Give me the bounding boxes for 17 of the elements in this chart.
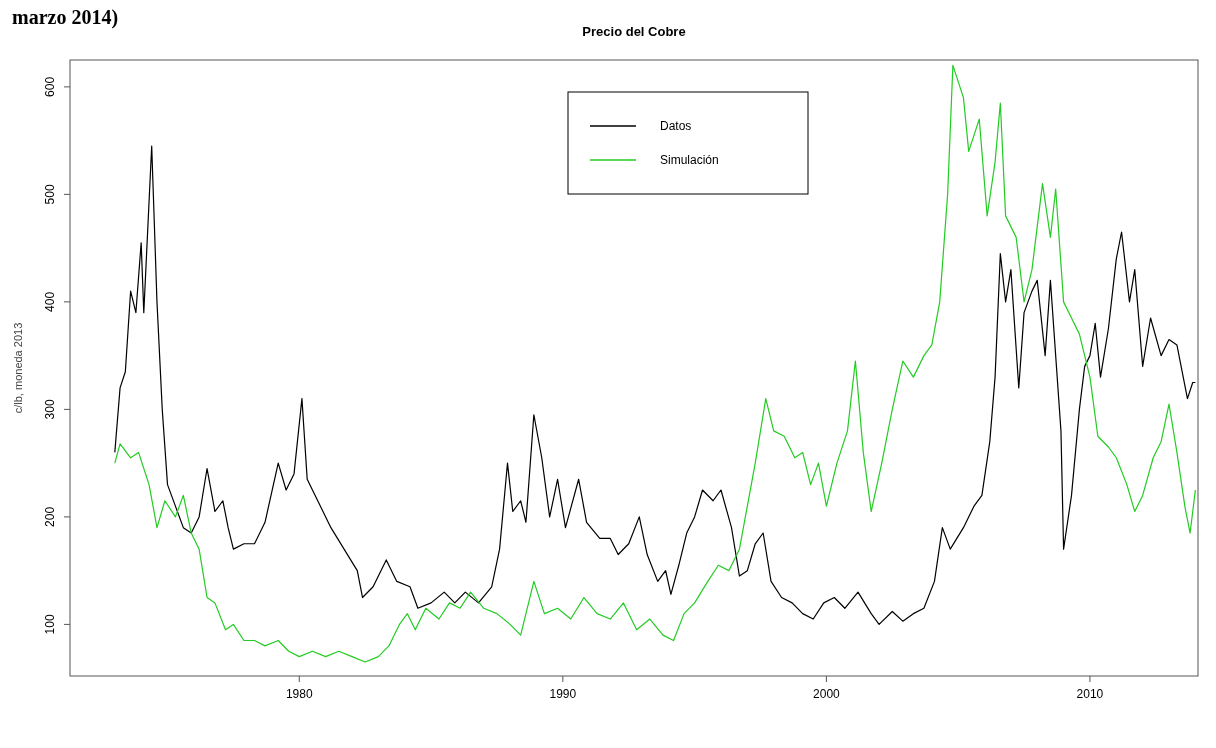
- line-series: [114, 145, 1196, 625]
- y-tick-label: 100: [43, 614, 57, 635]
- x-tick-label: 1980: [285, 687, 313, 701]
- y-tick-label: 600: [43, 76, 57, 97]
- y-tick-label: 500: [43, 184, 57, 205]
- chart-title: Precio del Cobre: [582, 24, 686, 39]
- legend-label: Datos: [660, 119, 692, 133]
- y-tick-label: 200: [43, 506, 57, 527]
- x-tick-label: 2010: [1076, 687, 1104, 701]
- legend-label: Simulación: [660, 153, 719, 167]
- y-tick-label: 300: [43, 399, 57, 420]
- line-series: [114, 64, 1196, 663]
- x-tick-label: 1990: [549, 687, 577, 701]
- y-axis-title: c/lb, moneda 2013: [12, 322, 24, 414]
- y-tick-label: 400: [43, 291, 57, 312]
- x-tick-label: 2000: [813, 687, 841, 701]
- text: marzo 2014): [12, 6, 119, 29]
